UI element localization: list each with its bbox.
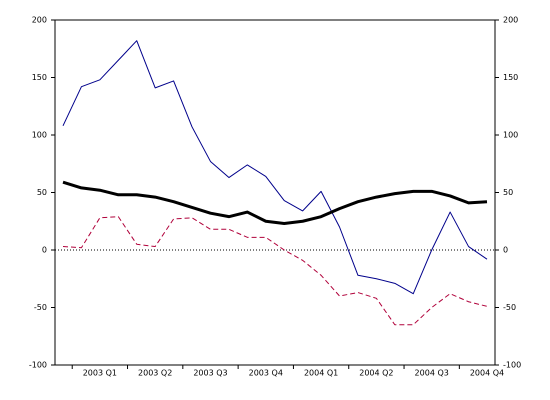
- y2-tick-label: -100: [503, 361, 521, 370]
- x-tick-label: 2004 Q1: [304, 369, 338, 378]
- y-tick-label: -100: [29, 361, 47, 370]
- y2-tick-label: 50: [503, 188, 513, 197]
- x-tick-label: 2003 Q1: [83, 369, 117, 378]
- y-tick-label: 150: [32, 73, 47, 82]
- y-tick-label: 200: [32, 16, 47, 25]
- x-tick-label: 2003 Q4: [249, 369, 283, 378]
- y-tick-label: 0: [42, 246, 47, 255]
- series-line: [62, 216, 488, 326]
- series-line: [62, 40, 488, 295]
- y2-tick-label: -50: [503, 303, 516, 312]
- series-line: [62, 180, 488, 226]
- y2-tick-label: 200: [503, 16, 518, 25]
- x-tick-label: 2004 Q4: [470, 369, 504, 378]
- y-tick-label: -50: [34, 303, 47, 312]
- y2-tick-label: 100: [503, 131, 518, 140]
- x-tick-label: 2003 Q3: [193, 369, 227, 378]
- x-tick-label: 2004 Q2: [359, 369, 393, 378]
- y2-tick-label: 150: [503, 73, 518, 82]
- x-tick-label: 2003 Q2: [138, 369, 172, 378]
- y-tick-label: 100: [32, 131, 47, 140]
- y2-tick-label: 0: [503, 246, 508, 255]
- y-tick-label: 50: [37, 188, 47, 197]
- x-tick-label: 2004 Q3: [415, 369, 449, 378]
